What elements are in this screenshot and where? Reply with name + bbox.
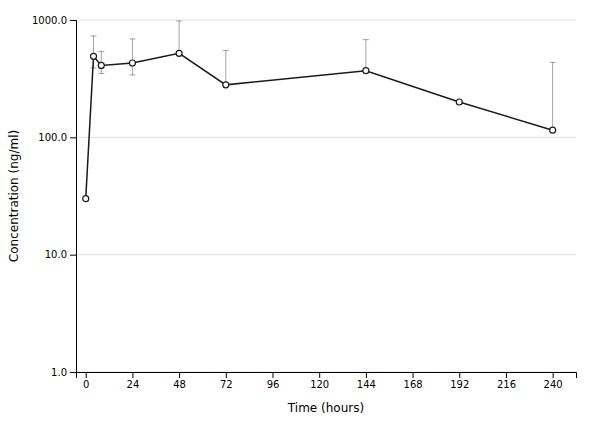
y-axis-tick: 100.0 xyxy=(38,132,76,143)
y-axis-tick-label: 1.0 xyxy=(51,367,67,378)
point xyxy=(550,127,556,133)
x-axis-line xyxy=(77,373,577,379)
x-axis-tick-mark xyxy=(366,372,367,378)
x-axis-tick-mark xyxy=(272,372,273,378)
y-axis: 1.0 10.0 100.0 1000.0 xyxy=(32,15,77,378)
y-axis-tick-label: 100.0 xyxy=(38,132,67,143)
x-axis-tick-label: 0 xyxy=(83,379,89,390)
markers xyxy=(83,50,556,201)
x-axis-tick-mark xyxy=(459,372,460,378)
x-axis-tick-label: 168 xyxy=(404,379,423,390)
grid-line xyxy=(76,137,576,138)
x-axis-tick-label: 216 xyxy=(497,379,516,390)
x-axis-tick: 96 xyxy=(267,372,280,390)
x-axis-tick-mark xyxy=(413,372,414,378)
x-axis: 0 24 48 72 96 120 144 168 192 216 240 xyxy=(77,372,577,390)
x-axis-tick: 192 xyxy=(450,372,469,390)
x-axis-tick: 168 xyxy=(404,372,423,390)
error-bar xyxy=(129,39,135,75)
point xyxy=(363,68,369,74)
grid-line xyxy=(76,20,576,21)
x-axis-title: Time (hours) xyxy=(287,401,364,415)
plot: 0244872961201441681922162401.010.0100.01… xyxy=(32,15,577,390)
point xyxy=(129,60,135,66)
x-axis-tick-mark xyxy=(319,372,320,378)
x-axis-tick-mark xyxy=(179,372,180,378)
line xyxy=(86,53,553,198)
x-axis-tick-label: 96 xyxy=(267,379,280,390)
error-bar xyxy=(176,21,182,53)
chart: 0244872961201441681922162401.010.0100.01… xyxy=(0,0,600,426)
error-bar xyxy=(223,50,229,84)
grid-line xyxy=(76,254,576,255)
x-axis-tick-mark xyxy=(86,372,87,378)
y-axis-tick-mark xyxy=(70,20,76,21)
x-axis-tick: 48 xyxy=(173,372,186,390)
x-axis-tick: 72 xyxy=(220,372,233,390)
y-axis-title: Concentration (ng/ml) xyxy=(7,130,21,262)
y-axis-tick-mark xyxy=(70,137,76,138)
x-axis-tick-label: 192 xyxy=(450,379,469,390)
x-axis-tick: 240 xyxy=(544,372,563,390)
error-bar xyxy=(363,40,369,71)
x-axis-tick-label: 120 xyxy=(310,379,329,390)
x-axis-tick-mark xyxy=(506,372,507,378)
x-axis-tick-label: 72 xyxy=(220,379,233,390)
x-axis-tick: 24 xyxy=(127,372,140,390)
x-axis-tick-mark xyxy=(132,372,133,378)
x-axis-tick: 120 xyxy=(310,372,329,390)
x-axis-tick: 144 xyxy=(357,372,376,390)
x-axis-tick-mark xyxy=(226,372,227,378)
x-axis-tick: 216 xyxy=(497,372,516,390)
x-axis-tick-label: 240 xyxy=(544,379,563,390)
y-axis-tick: 10.0 xyxy=(45,249,76,260)
x-axis-tick: 0 xyxy=(83,372,89,390)
y-axis-tick-mark xyxy=(70,255,76,256)
marks xyxy=(83,21,556,202)
y-axis-tick: 1.0 xyxy=(51,367,76,378)
x-axis-tick-label: 24 xyxy=(127,379,140,390)
point xyxy=(223,82,229,88)
x-axis-tick-label: 48 xyxy=(173,379,186,390)
point xyxy=(176,50,182,56)
y-axis-line xyxy=(70,21,77,373)
y-axis-tick: 1000.0 xyxy=(32,15,76,26)
x-axis-tick-label: 144 xyxy=(357,379,376,390)
point xyxy=(456,99,462,105)
y-axis-tick-label: 1000.0 xyxy=(32,15,67,26)
y-axis-tick-label: 10.0 xyxy=(45,249,67,260)
point xyxy=(83,196,89,202)
x-axis-tick-mark xyxy=(553,372,554,378)
point xyxy=(91,53,97,59)
grid xyxy=(76,20,576,372)
error-bar xyxy=(550,62,556,130)
point xyxy=(98,62,104,68)
y-axis-tick-mark xyxy=(70,372,76,373)
